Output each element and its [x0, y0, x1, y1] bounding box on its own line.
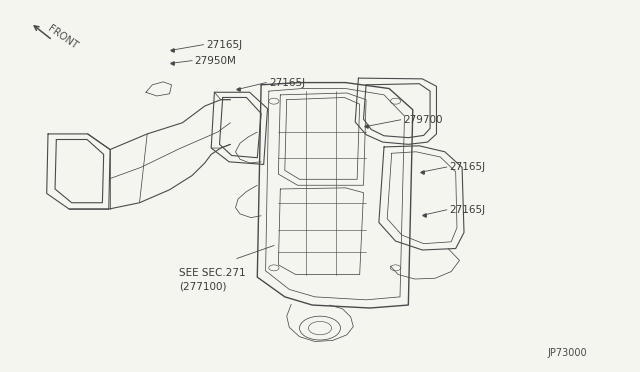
Text: 279700: 279700: [403, 115, 443, 125]
Text: 27165J: 27165J: [206, 40, 242, 49]
Text: 27950M: 27950M: [195, 56, 236, 65]
Text: SEE SEC.271: SEE SEC.271: [179, 268, 246, 278]
Text: (277100): (277100): [179, 282, 227, 292]
Text: JP73000: JP73000: [547, 348, 587, 358]
Text: 27165J: 27165J: [269, 78, 305, 87]
Text: FRONT: FRONT: [46, 23, 79, 51]
Text: 27165J: 27165J: [449, 162, 485, 172]
Text: 27165J: 27165J: [449, 205, 485, 215]
